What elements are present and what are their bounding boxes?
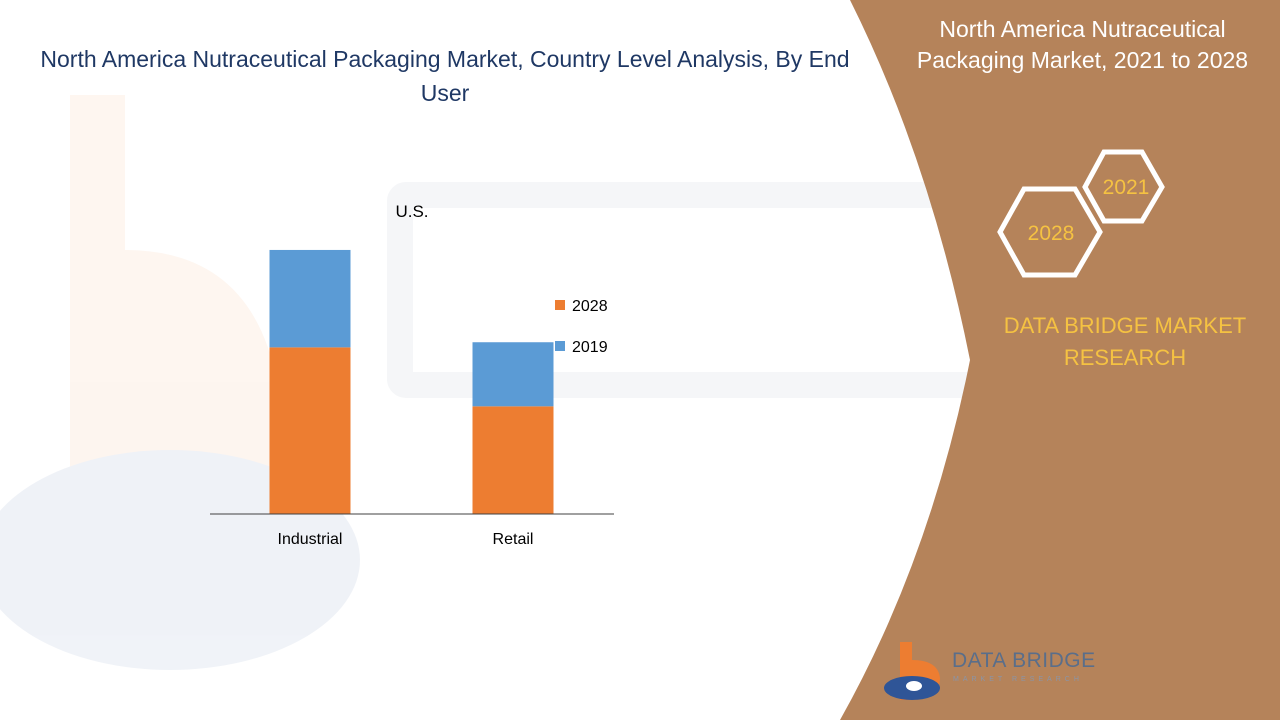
logo-tagline: MARKET RESEARCH bbox=[953, 676, 1083, 683]
bar-retail-2019 bbox=[472, 342, 554, 407]
chart-title: U.S. bbox=[395, 202, 428, 221]
bar-retail-2028 bbox=[472, 406, 554, 514]
logo-name: DATA BRIDGE bbox=[952, 649, 1096, 672]
x-tick-label-retail: Retail bbox=[493, 531, 534, 548]
legend-label-2019: 2019 bbox=[572, 339, 608, 356]
side-panel-background bbox=[840, 0, 1280, 720]
page-title: North America Nutraceutical Packaging Ma… bbox=[40, 46, 850, 106]
hexagon-2028-label: 2028 bbox=[1028, 222, 1075, 245]
hexagon-2028 bbox=[997, 186, 1103, 278]
legend-swatch-2028 bbox=[555, 300, 565, 310]
x-tick-label-industrial: Industrial bbox=[278, 531, 343, 548]
hexagon-2021 bbox=[1082, 149, 1165, 224]
brand-text: DATA BRIDGE MARKET RESEARCH bbox=[1003, 313, 1247, 370]
legend-label-2028: 2028 bbox=[572, 298, 608, 315]
side-panel-title: North America Nutraceutical Packaging Ma… bbox=[916, 16, 1249, 73]
hexagon-2021-label: 2021 bbox=[1103, 176, 1150, 199]
bar-industrial-2028 bbox=[269, 347, 351, 514]
legend-swatch-2019 bbox=[555, 341, 565, 351]
bar-industrial-2019 bbox=[269, 249, 351, 348]
